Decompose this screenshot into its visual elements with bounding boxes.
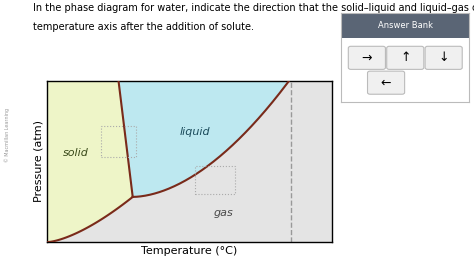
FancyBboxPatch shape	[387, 46, 424, 69]
Text: liquid: liquid	[180, 127, 210, 137]
Text: ↑: ↑	[400, 51, 410, 64]
Bar	[101, 126, 136, 157]
Text: In the phase diagram for water, indicate the direction that the solid–liquid and: In the phase diagram for water, indicate…	[33, 3, 474, 13]
Text: temperature axis after the addition of solute.: temperature axis after the addition of s…	[33, 22, 254, 31]
Bar	[195, 166, 235, 194]
Polygon shape	[47, 81, 133, 242]
Text: Answer Bank: Answer Bank	[378, 21, 433, 30]
X-axis label: Temperature (°C): Temperature (°C)	[141, 246, 238, 256]
Text: gas: gas	[214, 208, 234, 218]
Text: →: →	[362, 51, 372, 64]
Text: ←: ←	[381, 76, 392, 89]
FancyBboxPatch shape	[425, 46, 462, 69]
Y-axis label: Pressure (atm): Pressure (atm)	[33, 121, 43, 202]
Polygon shape	[118, 81, 289, 197]
FancyBboxPatch shape	[348, 46, 385, 69]
Text: ↓: ↓	[438, 51, 449, 64]
Bar	[341, 13, 469, 38]
FancyBboxPatch shape	[367, 71, 405, 94]
Text: solid: solid	[63, 148, 89, 158]
Text: © Macmillan Learning: © Macmillan Learning	[4, 107, 10, 162]
